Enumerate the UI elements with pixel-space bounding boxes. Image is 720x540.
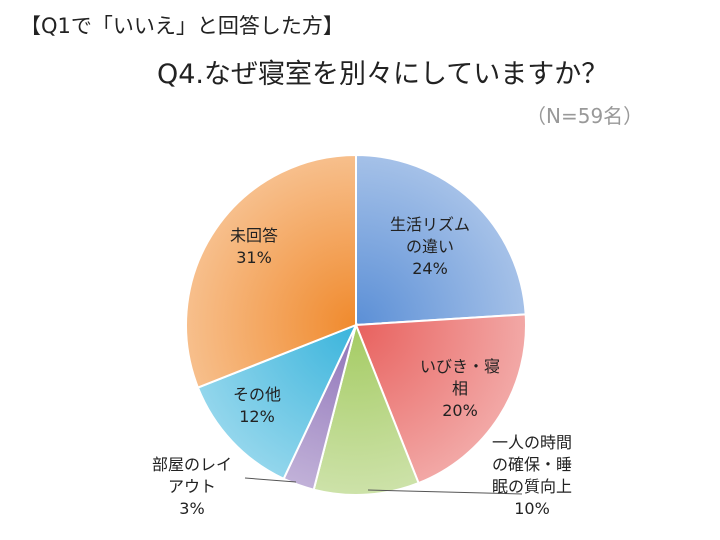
leader-line	[244, 477, 297, 483]
slice-category-label: 一人の時間	[492, 433, 572, 452]
slice-category-label: 相	[452, 379, 468, 398]
leader-line	[367, 489, 523, 495]
slice-value-label: 31%	[236, 248, 272, 267]
slice-category-label: アウト	[168, 477, 216, 496]
sample-size-label: （N=59名）	[526, 104, 644, 128]
pie-slice	[312, 321, 420, 496]
slice-label: 未回答 31%	[230, 226, 278, 267]
chart-title: Q4.なぜ寝室を別々にしていますか？	[157, 59, 609, 90]
leader-lines	[244, 477, 523, 495]
slice-value-label: 20%	[442, 401, 478, 420]
pie-slice	[185, 153, 357, 389]
slice-category-label: いびき・寝	[420, 357, 500, 376]
slice-label: その他 12%	[233, 385, 281, 426]
slice-label: 一人の時間の確保・睡眠の質向上 10%	[492, 433, 572, 518]
slice-labels: 生活リズムの違い 24% いびき・寝相 20% 一人の時間の確保・睡眠の質向上 10% 部屋…	[152, 215, 572, 518]
slice-value-label: 24%	[412, 259, 448, 278]
pie-slice	[196, 323, 358, 481]
slice-category-label: その他	[233, 385, 281, 404]
pie-slices	[185, 153, 527, 496]
slice-category-label: 部屋のレイ	[152, 455, 232, 474]
slice-label: 部屋のレイアウト 3%	[152, 455, 232, 518]
slice-value-label: 3%	[179, 499, 204, 518]
slice-category-label: 未回答	[230, 226, 278, 245]
slice-category-label: の確保・睡	[492, 455, 572, 474]
question-prefix: 【Q1で「いいえ」と回答した方】	[20, 14, 344, 38]
slice-value-label: 12%	[239, 407, 275, 426]
slice-category-label: 眠の質向上	[492, 477, 572, 496]
slice-label: 生活リズムの違い 24%	[390, 215, 470, 278]
slice-label: いびき・寝相 20%	[420, 357, 500, 420]
pie-slice	[354, 313, 527, 485]
slice-category-label: の違い	[406, 237, 454, 256]
pie-slice	[355, 153, 527, 327]
slice-category-label: 生活リズム	[390, 215, 470, 234]
slice-value-label: 10%	[514, 499, 550, 518]
